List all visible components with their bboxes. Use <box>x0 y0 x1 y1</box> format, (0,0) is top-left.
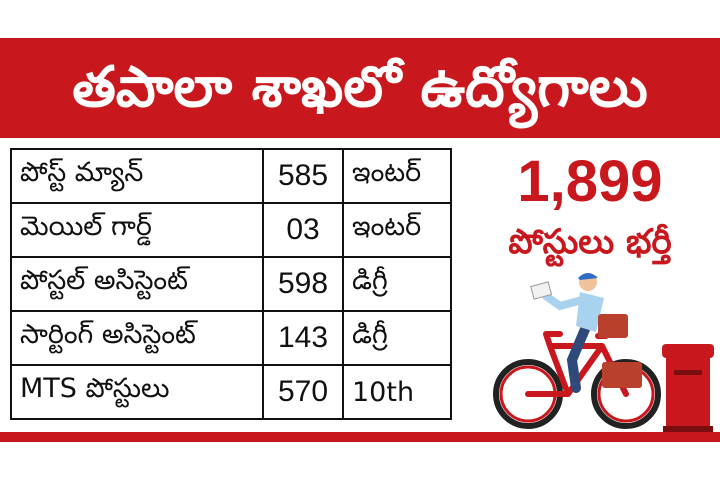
table-row: పోస్టల్ అసిస్టెంట్ 598 డిగ్రీ <box>10 256 452 312</box>
table-row: పోస్ట్ మ్యాన్ 585 ఇంటర్ <box>10 148 452 204</box>
total-posts-count: 1,899 <box>517 149 663 214</box>
post-qualification: 10th <box>342 364 452 420</box>
post-box-icon <box>662 344 714 432</box>
title-banner: తపాలా శాఖలో ఉద్యోగాలు <box>0 38 720 138</box>
posts-table: పోస్ట్ మ్యాన్ 585 ఇంటర్ మెయిల్ గార్డ్ 03… <box>10 148 452 420</box>
posts-recruitment-label: పోస్టులు భర్తీ <box>508 222 672 262</box>
postman-on-bicycle-icon <box>493 273 714 432</box>
post-qualification: ఇంటర్ <box>342 202 452 258</box>
post-name: మెయిల్ గార్డ్ <box>10 202 264 258</box>
post-qualification: ఇంటర్ <box>342 148 452 204</box>
table-row: మెయిల్ గార్డ్ 03 ఇంటర్ <box>10 202 452 258</box>
table-row: MTS పోస్టులు 570 10th <box>10 364 452 420</box>
post-name: పోస్ట్ మ్యాన్ <box>10 148 264 204</box>
post-count: 585 <box>262 148 344 204</box>
post-count: 598 <box>262 256 344 312</box>
post-count: 570 <box>262 364 344 420</box>
page-title: తపాలా శాఖలో ఉద్యోగాలు <box>72 55 648 120</box>
table-row: సార్టింగ్ అసిస్టెంట్ 143 డిగ్రీ <box>10 310 452 366</box>
post-qualification: డిగ్రీ <box>342 256 452 312</box>
post-name: MTS పోస్టులు <box>10 364 264 420</box>
post-name: సార్టింగ్ అసిస్టెంట్ <box>10 310 264 366</box>
post-count: 143 <box>262 310 344 366</box>
post-count: 03 <box>262 202 344 258</box>
post-qualification: డిగ్రీ <box>342 310 452 366</box>
bottom-bar <box>0 432 720 442</box>
post-name: పోస్టల్ అసిస్టెంట్ <box>10 256 264 312</box>
